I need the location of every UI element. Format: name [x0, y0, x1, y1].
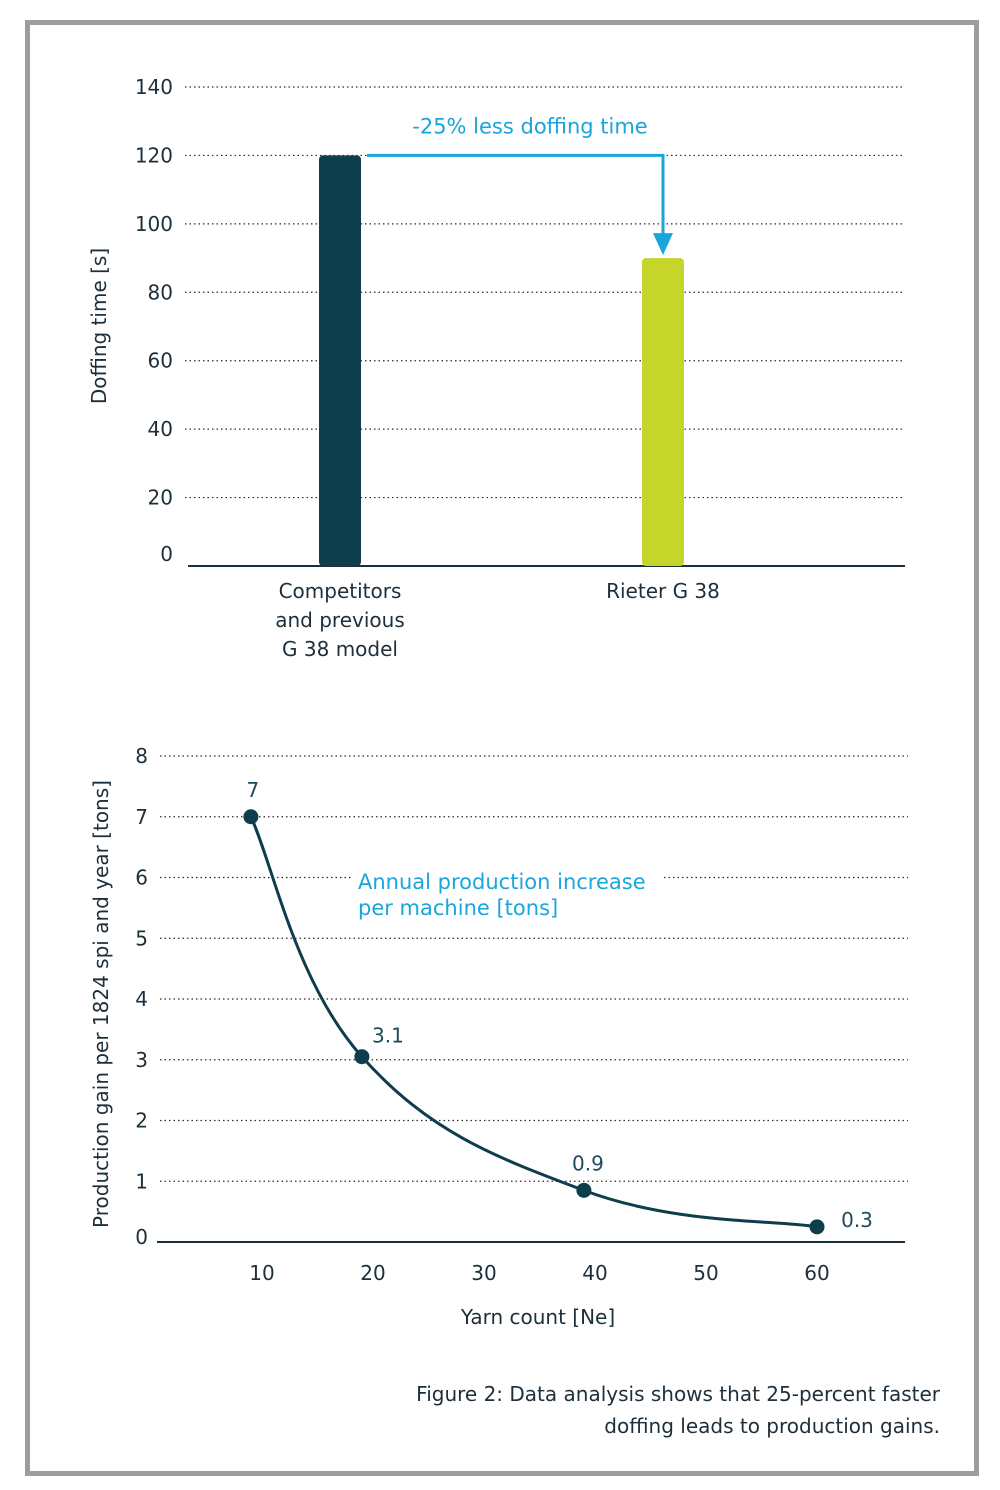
data-point	[243, 809, 259, 825]
y-tick-label: 40	[148, 417, 173, 441]
y-tick-label: 140	[135, 75, 173, 99]
annotation-line-1: Annual production increase	[358, 870, 646, 894]
y-tick-label: 6	[135, 866, 148, 890]
y-tick-label: 100	[135, 212, 173, 236]
bar-chart: 0 20 40 60 80 100 120 140 Competitors and previou…	[87, 75, 905, 661]
y-tick-label: 1	[135, 1169, 148, 1193]
y-axis-title: Production gain per 1824 spi and year [t…	[89, 780, 113, 1228]
data-label: 0.3	[841, 1208, 873, 1232]
y-tick-label: 60	[148, 349, 173, 373]
figure-caption: Figure 2: Data analysis shows that 25-pe…	[340, 1378, 940, 1442]
y-tick-label: 3	[135, 1048, 148, 1072]
x-category-label: Competitors	[279, 579, 402, 603]
y-tick-label: 5	[135, 926, 148, 950]
x-tick-label: 30	[471, 1261, 496, 1285]
bar	[319, 155, 361, 566]
series-line	[249, 816, 818, 1229]
x-category-label: Rieter G 38	[606, 579, 720, 603]
bar	[642, 258, 684, 566]
y-tick-label: 120	[135, 143, 173, 167]
caption-line-1: Figure 2: Data analysis shows that 25-pe…	[416, 1382, 940, 1406]
x-tick-label: 20	[360, 1261, 385, 1285]
y-tick-label: 0	[135, 1225, 148, 1249]
line-chart: 0 1 2 3 4 5 6 7 8 10 20 30 40 50 60 Yarn count [Ne] Prod…	[89, 744, 908, 1329]
y-axis-title: Doffing time [s]	[87, 248, 111, 404]
data-point	[354, 1049, 370, 1065]
y-tick-label: 2	[135, 1109, 148, 1133]
y-tick-label: 7	[135, 805, 148, 829]
x-tick-label: 40	[582, 1261, 607, 1285]
reduction-arrowhead	[653, 233, 673, 256]
data-label: 3.1	[372, 1024, 404, 1048]
y-tick-label: 8	[135, 744, 148, 768]
x-tick-label: 50	[693, 1261, 718, 1285]
x-axis-title: Yarn count [Ne]	[460, 1305, 615, 1329]
data-point	[809, 1219, 825, 1235]
caption-line-2: doffing leads to production gains.	[604, 1414, 940, 1438]
reduction-arrow-line	[367, 153, 665, 238]
y-tick-label: 80	[148, 280, 173, 304]
y-tick-label: 0	[160, 542, 173, 566]
y-tick-label: 20	[148, 486, 173, 510]
data-point	[576, 1182, 592, 1198]
annotation-background	[352, 862, 662, 918]
data-label: 7	[247, 778, 260, 802]
annotation-line-2: per machine [tons]	[358, 896, 558, 920]
data-label: 0.9	[572, 1151, 604, 1175]
x-tick-label: 60	[804, 1261, 829, 1285]
x-category-label: and previous	[275, 608, 405, 632]
x-tick-label: 10	[249, 1261, 274, 1285]
y-tick-label: 4	[135, 987, 148, 1011]
x-category-label: G 38 model	[282, 637, 398, 661]
figure-frame	[25, 20, 979, 1476]
reduction-annotation: -25% less doffing time	[412, 114, 647, 138]
